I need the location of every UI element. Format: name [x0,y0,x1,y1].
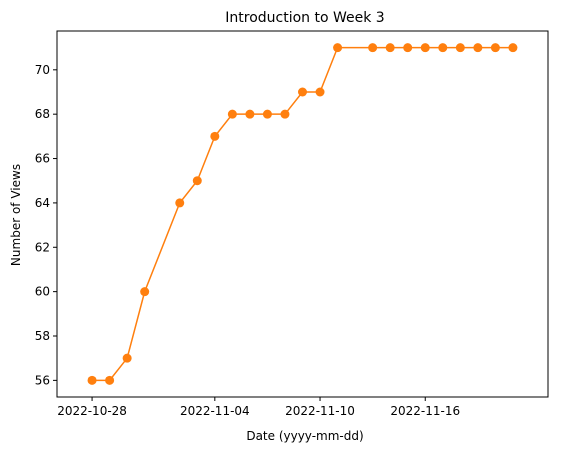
y-tick-label: 56 [35,373,50,387]
x-axis: 2022-10-28 2022-11-04 2022-11-10 2022-11-16 [57,397,460,418]
data-point [490,43,500,53]
chart-title: Introduction to Week 3 [225,10,384,26]
y-tick-label: 62 [35,240,50,254]
data-point [227,109,237,119]
data-point [438,43,448,53]
y-tick-label: 60 [35,285,50,299]
data-point [262,109,272,119]
data-point [333,43,343,53]
data-point [210,131,220,141]
plot-area: 2022-10-28 2022-11-04 2022-11-10 2022-11-16… [35,30,549,418]
data-point [385,43,395,53]
data-point [298,87,307,97]
data-point [192,176,202,186]
data-point [315,87,325,97]
data-point [105,375,115,385]
y-axis-label: Number of Views [9,164,23,266]
y-tick-label: 68 [35,107,50,121]
x-tick-label: 2022-10-28 [57,404,127,418]
data-point [122,353,132,363]
data-point [140,287,150,297]
data-point [508,43,518,53]
data-point [245,109,255,119]
x-axis-label: Date (yyyy-mm-dd) [246,429,363,443]
data-point [403,43,413,53]
y-tick-label: 58 [35,329,50,343]
y-tick-label: 70 [35,63,50,77]
data-point [368,43,378,53]
data-point [420,43,430,53]
axes-frame [56,30,549,398]
series-group [87,43,518,385]
y-axis: 56 58 60 62 64 66 68 70 [35,63,57,387]
data-point [473,43,483,53]
data-point [87,375,97,385]
x-tick-label: 2022-11-04 [180,404,250,418]
y-tick-label: 64 [35,196,50,210]
data-point [280,109,290,119]
data-point [175,198,185,208]
x-tick-label: 2022-11-16 [390,404,460,418]
data-point [455,43,465,53]
x-tick-label: 2022-11-10 [285,404,355,418]
series-line [92,46,513,382]
y-tick-label: 66 [35,152,50,166]
